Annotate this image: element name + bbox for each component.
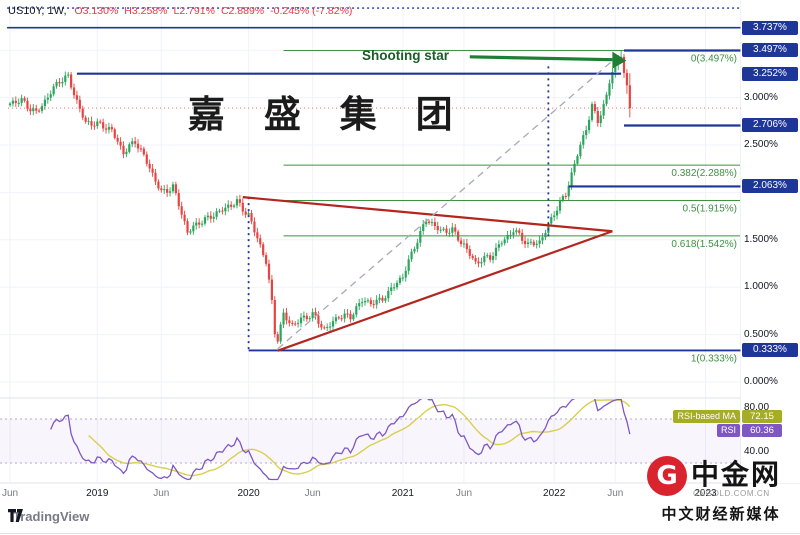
time-axis-label: Jun (304, 488, 321, 499)
time-axis-label: 2022 (543, 488, 566, 499)
tradingview-logo[interactable]: TradingView (8, 509, 89, 524)
brand-name: 中金网 (691, 458, 782, 491)
triangle-trendline-1[interactable] (242, 196, 613, 233)
time-axis-label: 2023 (694, 488, 717, 499)
fib-label: 0.5(1.915%) (683, 203, 737, 214)
time-axis-label: Jun (153, 488, 170, 499)
rsi-ma-value-badge: 72.15 (742, 410, 782, 423)
symbol-legend[interactable]: US10Y, 1W, O3.130% H3.258% L2.791% C2.889% -0… (8, 5, 358, 17)
time-axis-label: Jun (1, 488, 19, 499)
time-axis-label: 2020 (237, 488, 260, 499)
price-level-badge: 2.706% (742, 118, 798, 133)
rsi-pane (0, 399, 741, 481)
rsi-axis-label: 40.00 (744, 446, 770, 457)
price-axis-label: 1.500% (744, 233, 778, 245)
price-axis-label: 2.500% (744, 139, 778, 150)
ohlc-high: H3.258% (124, 5, 168, 17)
price-axis-label: 3.000% (744, 91, 778, 103)
dashed-trendline[interactable] (277, 55, 619, 350)
time-scale[interactable]: Jun 2019 Jun 2020 Jun 2021 Jun 2022 Jun 2023 (0, 484, 741, 504)
shooting-star-label[interactable]: Shooting star (362, 48, 449, 63)
price-level-badge: 2.063% (742, 179, 798, 194)
fib-label: 0.618(1.542%) (671, 239, 737, 250)
ohlc-open: O3.130% (74, 5, 119, 17)
brand-domain: CNGOLD.COM.CN (693, 489, 770, 498)
ohlc-close: C2.889% (220, 5, 265, 17)
ohlc-low: L2.791% (173, 5, 215, 17)
price-level-badge: 0.333% (742, 343, 798, 358)
rsi-axis-label: 80.00 (744, 402, 770, 413)
brand-tagline: 中文财经新媒体 (661, 505, 781, 523)
cngold-brand: G 中金网 CNGOLD.COM.CN 中文财经新媒体 (645, 452, 797, 524)
price-axis-label: 1.000% (744, 281, 778, 293)
fib-label: 1(0.333%) (691, 353, 737, 364)
rsi-value-badge: 60.36 (742, 424, 782, 437)
ohlc-change: -0.245% (-7.82%) (270, 5, 353, 17)
rsi-line (50, 399, 631, 481)
broker-watermark: 嘉 盛 集 团 (188, 93, 466, 136)
price-level-badge: 3.497% (742, 43, 798, 58)
fib-label: 0.382(2.288%) (671, 168, 737, 179)
price-axis-label: 0.500% (744, 328, 778, 340)
time-axis-label: 2021 (391, 488, 414, 499)
time-axis-label: 2019 (86, 488, 109, 499)
cngold-logo-icon: G (647, 456, 687, 496)
price-axis-label: 0.000% (744, 376, 778, 387)
symbol-title[interactable]: US10Y, 1W, (8, 5, 67, 17)
time-axis-label: Jun (455, 488, 473, 499)
price-scale[interactable]: 2.889% 03:13:45 3.000%2.500%1.500%1.000%… (741, 0, 800, 483)
rsi-ma-line (88, 399, 631, 477)
shooting-star-arrow[interactable] (469, 55, 613, 62)
shooting-star-arrowhead (612, 51, 627, 69)
tradingview-wordmark: TradingView (13, 509, 90, 524)
price-level-badge: 3.252% (742, 66, 798, 81)
price-level-badge: 3.737% (742, 20, 798, 35)
rsi-ma-label: RSI-based MA (673, 410, 740, 423)
triangle-trendline-2[interactable] (277, 230, 613, 352)
time-axis-label: Jun (607, 488, 624, 499)
rsi-label: RSI (716, 424, 740, 437)
fib-label: 0(3.497%) (691, 53, 737, 64)
